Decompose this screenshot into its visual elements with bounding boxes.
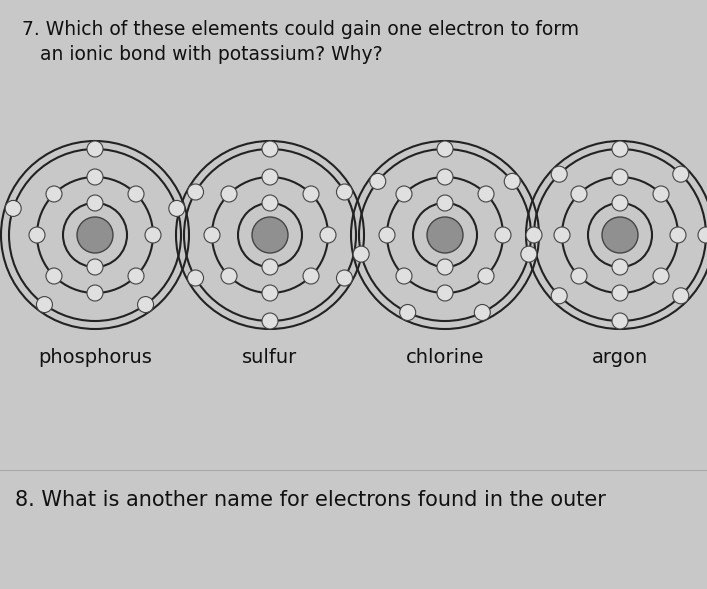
Circle shape [478,186,494,202]
Circle shape [354,246,369,262]
Circle shape [77,217,113,253]
Circle shape [437,141,453,157]
Circle shape [437,195,453,211]
Circle shape [612,169,628,185]
Text: phosphorus: phosphorus [38,348,152,367]
Circle shape [670,227,686,243]
Circle shape [612,141,628,157]
Text: 8. What is another name for electrons found in the outer: 8. What is another name for electrons fo… [15,490,606,510]
Circle shape [427,217,463,253]
Circle shape [187,184,204,200]
Circle shape [437,285,453,301]
Circle shape [87,169,103,185]
Circle shape [221,268,237,284]
Circle shape [396,268,412,284]
Circle shape [221,186,237,202]
Circle shape [653,186,669,202]
Text: 7. Which of these elements could gain one electron to form: 7. Which of these elements could gain on… [22,20,579,39]
Circle shape [551,288,567,304]
Circle shape [87,195,103,211]
Circle shape [128,268,144,284]
Circle shape [37,297,52,313]
Text: an ionic bond with potassium? Why?: an ionic bond with potassium? Why? [22,45,382,64]
Circle shape [653,268,669,284]
Circle shape [521,246,537,262]
Circle shape [187,270,204,286]
Circle shape [571,186,587,202]
Circle shape [673,166,689,182]
Circle shape [262,313,278,329]
Circle shape [396,186,412,202]
Circle shape [551,166,567,182]
Circle shape [612,285,628,301]
Circle shape [698,227,707,243]
Circle shape [474,305,491,320]
Circle shape [337,184,353,200]
Circle shape [673,288,689,304]
Circle shape [87,141,103,157]
Circle shape [303,186,319,202]
Circle shape [204,227,220,243]
Circle shape [612,259,628,275]
Circle shape [5,200,21,216]
Circle shape [504,173,520,190]
Circle shape [303,268,319,284]
Circle shape [87,285,103,301]
Circle shape [437,259,453,275]
Circle shape [571,268,587,284]
Circle shape [379,227,395,243]
Circle shape [526,227,542,243]
Circle shape [337,270,353,286]
Text: sulfur: sulfur [243,348,298,367]
Circle shape [252,217,288,253]
Circle shape [29,227,45,243]
Circle shape [437,169,453,185]
Circle shape [128,186,144,202]
Circle shape [145,227,161,243]
Circle shape [612,195,628,211]
Circle shape [370,173,386,190]
Circle shape [612,313,628,329]
Circle shape [602,217,638,253]
Circle shape [262,195,278,211]
Circle shape [262,141,278,157]
Circle shape [262,259,278,275]
Circle shape [262,169,278,185]
Circle shape [46,186,62,202]
Circle shape [478,268,494,284]
Text: argon: argon [592,348,648,367]
Text: chlorine: chlorine [406,348,484,367]
Circle shape [554,227,570,243]
Circle shape [87,259,103,275]
Circle shape [495,227,511,243]
Circle shape [46,268,62,284]
Circle shape [320,227,336,243]
Circle shape [138,297,153,313]
Circle shape [399,305,416,320]
Circle shape [169,200,185,216]
Circle shape [262,285,278,301]
